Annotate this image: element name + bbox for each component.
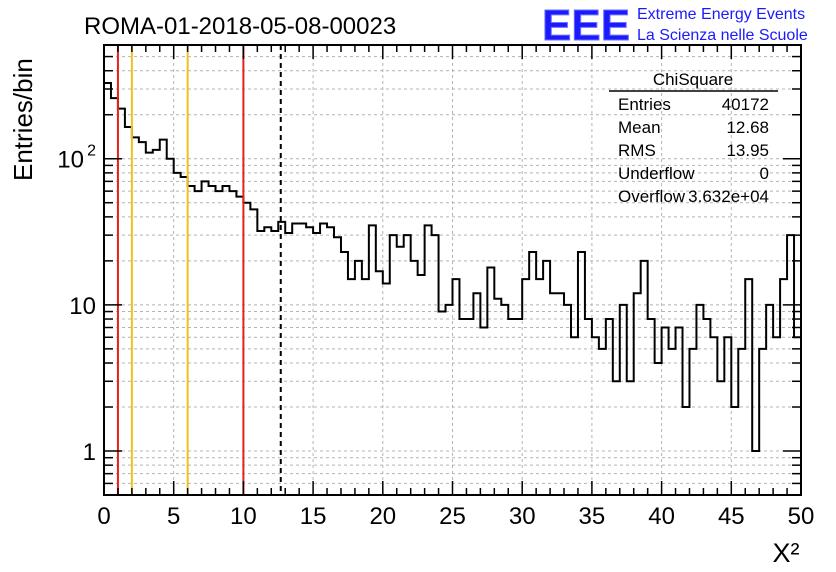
y-tick-label-exponent: 2: [87, 143, 96, 160]
stats-title: ChiSquare: [653, 70, 733, 89]
logo-line1: Extreme Energy Events: [637, 6, 805, 23]
x-tick-label: 40: [648, 503, 675, 530]
x-tick-label: 45: [718, 503, 745, 530]
histogram-steps: [104, 81, 801, 453]
stats-label-entries: Entries: [618, 95, 671, 114]
marker-layer: [116, 45, 282, 495]
x-tick-label: 10: [230, 503, 257, 530]
x-tick-label: 25: [439, 503, 466, 530]
stats-value-mean: 12.68: [726, 118, 769, 137]
chart-title: ROMA-01-2018-05-08-00023: [84, 13, 396, 40]
logo-mark: EEE: [542, 1, 630, 50]
eee-logo: EEE Extreme Energy Events La Scienza nel…: [542, 1, 808, 51]
y-tick-label: 10: [57, 147, 84, 174]
logo-line2: La Scienza nelle Scuole: [637, 27, 808, 44]
stats-value-entries: 40172: [722, 95, 769, 114]
x-tick-label: 50: [788, 503, 815, 530]
x-tick-label: 15: [300, 503, 327, 530]
x-tick-label: 0: [97, 503, 110, 530]
stats-label-overflow: Overflow: [618, 187, 686, 206]
histogram-layer: [104, 81, 801, 453]
x-tick-label: 35: [579, 503, 606, 530]
stats-box: ChiSquare Entries 40172 Mean 12.68 RMS 1…: [609, 70, 778, 206]
grid-layer: [104, 44, 801, 496]
stats-value-overflow: 3.632e+04: [688, 187, 769, 206]
x-tick-label: 5: [167, 503, 180, 530]
y-tick-label: 10: [69, 293, 96, 320]
y-axis-label: Entries/bin: [8, 58, 38, 181]
stats-label-rms: RMS: [618, 141, 656, 160]
x-axis-label: X²: [773, 538, 800, 568]
stats-value-underflow: 0: [760, 164, 769, 183]
x-tick-label: 30: [509, 503, 536, 530]
stats-value-rms: 13.95: [726, 141, 769, 160]
stats-label-mean: Mean: [618, 118, 661, 137]
x-tick-label: 20: [369, 503, 396, 530]
stats-label-underflow: Underflow: [618, 164, 695, 183]
y-tick-label: 1: [83, 439, 96, 466]
